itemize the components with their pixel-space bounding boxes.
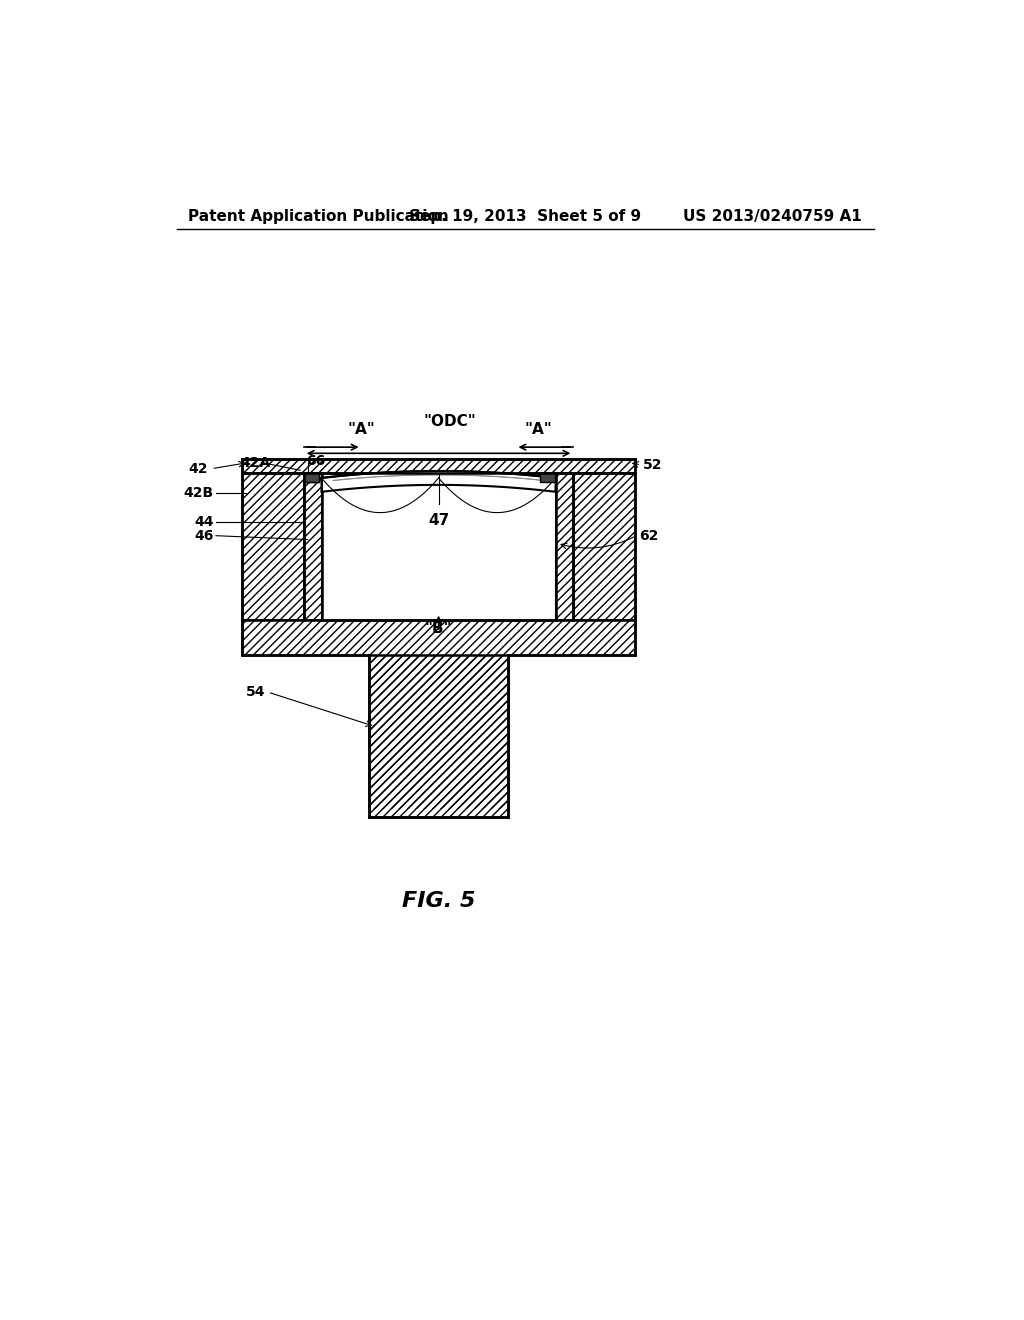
Text: 42B: 42B — [183, 486, 214, 500]
Text: 46: 46 — [195, 529, 214, 543]
Text: 44: 44 — [195, 515, 214, 529]
Text: "A": "A" — [348, 422, 376, 437]
Text: 47: 47 — [428, 512, 450, 528]
Text: "ODC": "ODC" — [424, 414, 476, 429]
Text: "B": "B" — [425, 620, 453, 636]
Text: 42: 42 — [188, 462, 208, 475]
Text: 54: 54 — [246, 685, 265, 700]
Polygon shape — [304, 473, 322, 620]
Polygon shape — [304, 473, 319, 482]
Text: 66: 66 — [306, 454, 326, 469]
Text: 62: 62 — [639, 529, 658, 543]
Text: Sep. 19, 2013  Sheet 5 of 9: Sep. 19, 2013 Sheet 5 of 9 — [409, 209, 641, 223]
Polygon shape — [541, 473, 556, 482]
Polygon shape — [370, 655, 508, 817]
Polygon shape — [556, 473, 573, 620]
Text: "A": "A" — [524, 422, 553, 437]
Text: 42A: 42A — [241, 455, 270, 470]
Polygon shape — [573, 473, 635, 620]
Text: US 2013/0240759 A1: US 2013/0240759 A1 — [683, 209, 862, 223]
Polygon shape — [322, 471, 556, 492]
Polygon shape — [243, 473, 304, 620]
Text: Patent Application Publication: Patent Application Publication — [188, 209, 450, 223]
Text: 52: 52 — [643, 458, 663, 471]
Polygon shape — [243, 459, 635, 473]
Polygon shape — [243, 620, 635, 809]
Bar — [304, 473, 319, 482]
Text: FIG. 5: FIG. 5 — [401, 891, 475, 911]
